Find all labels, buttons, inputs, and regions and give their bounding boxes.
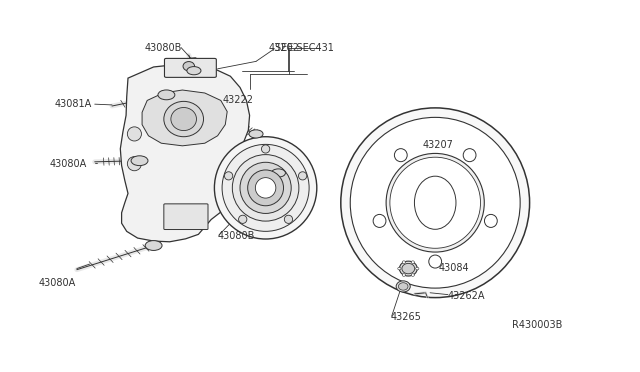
Ellipse shape (222, 144, 309, 231)
Ellipse shape (415, 176, 456, 229)
Ellipse shape (255, 178, 276, 198)
Ellipse shape (183, 61, 195, 71)
FancyBboxPatch shape (164, 58, 216, 77)
Ellipse shape (127, 127, 141, 141)
Ellipse shape (232, 155, 299, 221)
Text: 43080B: 43080B (218, 231, 255, 241)
Polygon shape (120, 63, 250, 242)
Text: 43265: 43265 (390, 312, 421, 322)
Ellipse shape (429, 255, 442, 268)
Ellipse shape (402, 263, 415, 274)
Ellipse shape (390, 157, 481, 248)
Ellipse shape (399, 261, 417, 276)
Ellipse shape (298, 172, 307, 180)
Text: 43207: 43207 (422, 140, 453, 150)
Ellipse shape (403, 261, 406, 263)
Ellipse shape (271, 169, 285, 177)
Ellipse shape (403, 274, 406, 276)
Ellipse shape (484, 214, 497, 227)
Ellipse shape (145, 241, 162, 250)
Ellipse shape (214, 137, 317, 239)
Ellipse shape (386, 153, 484, 252)
Ellipse shape (225, 172, 233, 180)
Ellipse shape (412, 274, 415, 276)
Ellipse shape (463, 149, 476, 162)
Ellipse shape (240, 162, 291, 214)
FancyBboxPatch shape (164, 204, 208, 230)
Ellipse shape (373, 214, 386, 227)
Ellipse shape (261, 145, 270, 153)
Ellipse shape (131, 156, 148, 166)
Text: 43080A: 43080A (38, 278, 76, 288)
Ellipse shape (341, 108, 530, 298)
Ellipse shape (398, 267, 401, 270)
Ellipse shape (249, 130, 263, 138)
Ellipse shape (158, 90, 175, 100)
Text: 43262A: 43262A (448, 291, 486, 301)
Ellipse shape (187, 67, 201, 75)
Text: 43080A: 43080A (50, 159, 87, 169)
Ellipse shape (284, 215, 292, 224)
Ellipse shape (127, 157, 141, 171)
Ellipse shape (398, 283, 408, 290)
Text: SEE SEC431: SEE SEC431 (275, 44, 334, 53)
Ellipse shape (396, 281, 410, 292)
Ellipse shape (350, 118, 520, 288)
Ellipse shape (394, 149, 407, 162)
Ellipse shape (416, 267, 419, 270)
Ellipse shape (248, 170, 284, 206)
Polygon shape (142, 90, 227, 146)
Text: 43081A: 43081A (54, 99, 92, 109)
Text: 43084: 43084 (438, 263, 469, 273)
Ellipse shape (171, 108, 196, 131)
Text: 43222: 43222 (223, 96, 253, 105)
Ellipse shape (164, 101, 204, 137)
Text: 43080B: 43080B (145, 44, 182, 53)
Ellipse shape (239, 215, 247, 224)
Text: 43202: 43202 (269, 44, 300, 53)
Ellipse shape (412, 261, 415, 263)
Text: R430003B: R430003B (512, 321, 563, 330)
